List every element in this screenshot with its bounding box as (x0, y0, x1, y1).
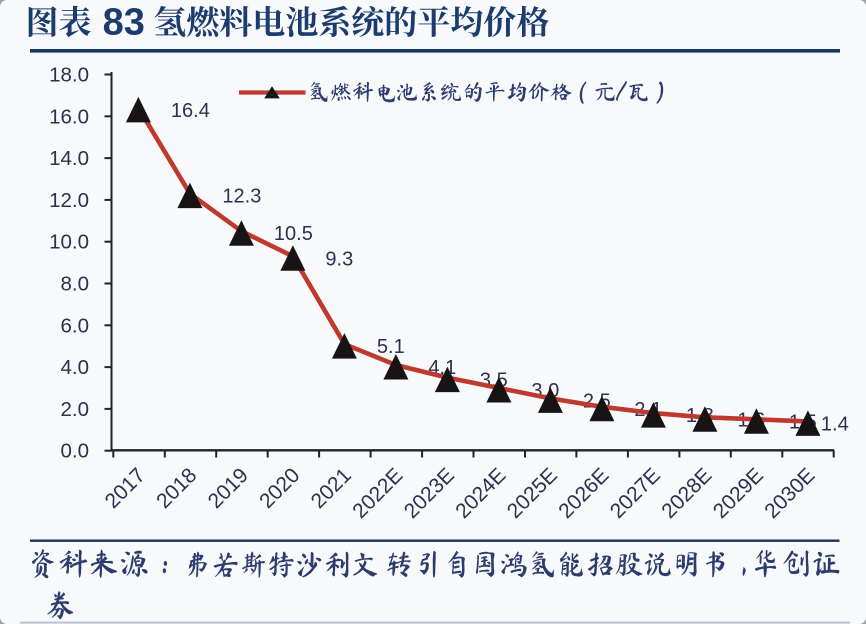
svg-text:10.0: 10.0 (49, 231, 89, 254)
svg-text:5.1: 5.1 (377, 336, 405, 358)
svg-text:16.4: 16.4 (171, 100, 210, 122)
svg-text:14.0: 14.0 (49, 147, 89, 170)
svg-text:83: 83 (103, 1, 145, 43)
svg-text:12.0: 12.0 (49, 189, 89, 212)
svg-text:12.3: 12.3 (222, 186, 261, 208)
svg-text:8.0: 8.0 (61, 273, 90, 296)
svg-text:18.0: 18.0 (49, 64, 89, 87)
svg-text:4.0: 4.0 (61, 356, 90, 379)
svg-text:2.0: 2.0 (61, 398, 90, 421)
svg-text:0.0: 0.0 (61, 440, 90, 463)
svg-text:1.4: 1.4 (821, 413, 849, 435)
svg-text:16.0: 16.0 (49, 105, 89, 128)
svg-text:10.5: 10.5 (274, 223, 313, 245)
svg-text:6.0: 6.0 (61, 314, 90, 337)
svg-text:9.3: 9.3 (325, 248, 353, 270)
